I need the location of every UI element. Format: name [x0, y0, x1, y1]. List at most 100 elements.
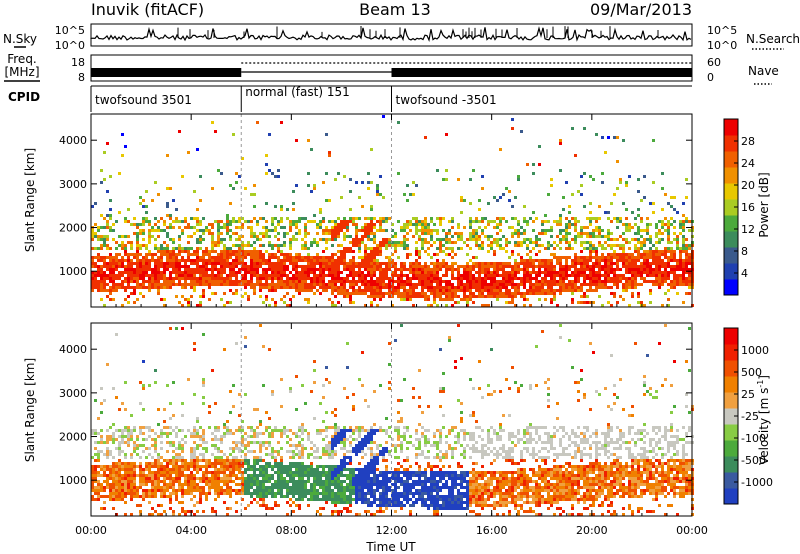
power-cell — [436, 304, 439, 307]
power-cell — [388, 259, 391, 262]
power-cell — [661, 232, 664, 235]
power-cell — [349, 259, 352, 262]
power-cell — [202, 250, 205, 253]
velocity-cell — [238, 450, 241, 453]
power-cell — [463, 289, 466, 292]
power-cell — [448, 289, 451, 292]
velocity-cell — [229, 471, 232, 474]
velocity-cell — [175, 477, 178, 480]
power-cell — [577, 259, 580, 262]
power-cell — [535, 259, 538, 262]
power-cell — [643, 259, 646, 262]
power-cell — [343, 280, 346, 283]
power-cell — [352, 250, 355, 253]
power-cell — [217, 283, 220, 286]
power-cell — [370, 229, 373, 232]
power-cell — [199, 277, 202, 280]
velocity-cell — [202, 456, 205, 459]
velocity-cell — [154, 495, 157, 498]
power-cell — [148, 265, 151, 268]
power-cell — [541, 280, 544, 283]
power-cell — [124, 277, 127, 280]
velocity-cell — [151, 486, 154, 489]
velocity-cell — [241, 483, 244, 486]
power-cell — [565, 256, 568, 259]
power-cell — [571, 274, 574, 277]
power-cell — [640, 220, 643, 223]
power-cell — [370, 265, 373, 268]
power-cell — [142, 229, 145, 232]
power-cell — [136, 256, 139, 259]
power-cell — [559, 265, 562, 268]
velocity-cell — [97, 495, 100, 498]
power-cell — [118, 274, 121, 277]
power-cell — [382, 115, 385, 118]
power-cell — [586, 301, 589, 304]
power-cell — [274, 205, 277, 208]
power-cell — [349, 268, 352, 271]
power-cell — [451, 283, 454, 286]
power-cell — [685, 178, 688, 181]
velocity-cell — [136, 438, 139, 441]
power-cell — [391, 265, 394, 268]
power-cell — [514, 217, 517, 220]
power-cell — [508, 190, 511, 193]
power-cell — [670, 250, 673, 253]
power-cell — [340, 271, 343, 274]
power-cell — [193, 268, 196, 271]
power-cell — [613, 250, 616, 253]
power-cell — [367, 217, 370, 220]
power-cell — [307, 265, 310, 268]
power-cell — [565, 223, 568, 226]
velocity-cell — [130, 429, 133, 432]
power-cell — [316, 289, 319, 292]
power-cell — [550, 292, 553, 295]
power-cell — [298, 280, 301, 283]
power-cell — [376, 190, 379, 193]
velocity-cell — [205, 477, 208, 480]
power-cell — [460, 211, 463, 214]
power-cell — [445, 295, 448, 298]
power-cell — [589, 235, 592, 238]
power-cell — [280, 250, 283, 253]
velocity-cell — [253, 471, 256, 474]
power-cell — [490, 241, 493, 244]
power-cell — [316, 244, 319, 247]
power-cell — [412, 277, 415, 280]
velocity-cell — [220, 441, 223, 444]
power-cell — [124, 145, 127, 148]
power-cell — [316, 223, 319, 226]
power-cell — [655, 265, 658, 268]
power-cell — [331, 283, 334, 286]
velocity-cell — [115, 447, 118, 450]
power-cell — [568, 268, 571, 271]
power-cell — [337, 274, 340, 277]
power-cell — [403, 268, 406, 271]
velocity-cell — [262, 501, 265, 504]
velocity-cell — [253, 429, 256, 432]
power-cell — [445, 232, 448, 235]
power-cell — [400, 262, 403, 265]
power-cell — [448, 286, 451, 289]
power-cell — [211, 265, 214, 268]
power-cell — [640, 241, 643, 244]
power-cell — [184, 265, 187, 268]
velocity-cell — [229, 459, 232, 462]
power-cell — [682, 262, 685, 265]
power-cell — [457, 295, 460, 298]
power-cell — [250, 280, 253, 283]
power-cell — [616, 280, 619, 283]
velocity-cell — [232, 468, 235, 471]
power-cell — [202, 259, 205, 262]
velocity-cell — [127, 441, 130, 444]
power-cell — [595, 229, 598, 232]
power-cell — [280, 253, 283, 256]
power-cell — [580, 250, 583, 253]
power-cell — [520, 244, 523, 247]
power-cell — [97, 286, 100, 289]
power-cell — [346, 220, 349, 223]
power-cell — [442, 289, 445, 292]
power-cell — [415, 262, 418, 265]
power-cell — [370, 250, 373, 253]
power-cell — [667, 235, 670, 238]
